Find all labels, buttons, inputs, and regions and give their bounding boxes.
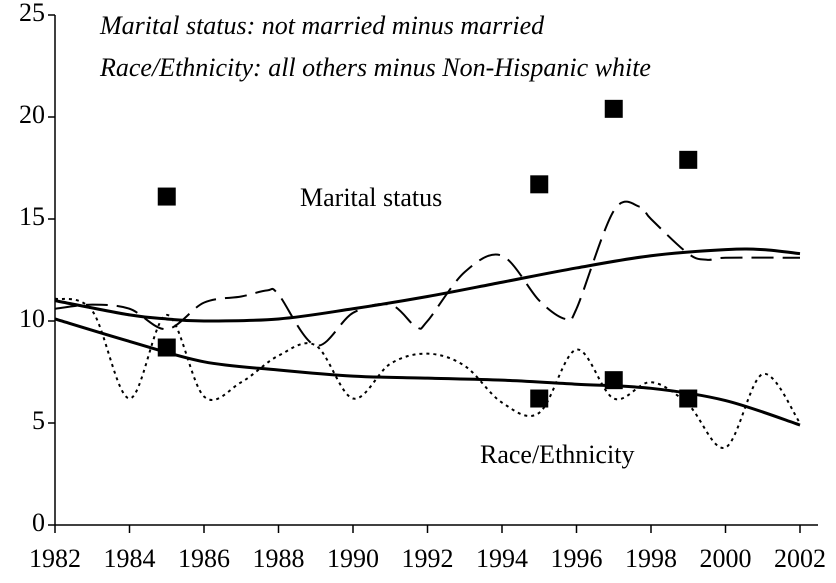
x-tick-label: 1996 xyxy=(551,544,603,573)
annotation: Marital status: not married minus marrie… xyxy=(99,11,545,40)
point xyxy=(530,389,549,408)
x-tick-label: 1990 xyxy=(327,544,379,573)
point xyxy=(530,175,549,194)
x-tick-label: 1998 xyxy=(625,544,677,573)
point xyxy=(679,389,698,408)
point xyxy=(157,338,176,357)
point xyxy=(604,371,623,390)
series-label: Race/Ethnicity xyxy=(480,440,635,469)
y-tick-label: 0 xyxy=(32,508,45,537)
x-tick-label: 1982 xyxy=(29,544,81,573)
y-tick-label: 5 xyxy=(32,406,45,435)
trend-line xyxy=(54,317,801,427)
x-tick-label: 2002 xyxy=(774,544,826,573)
annotation: Race/Ethnicity: all others minus Non-His… xyxy=(99,53,651,82)
x-tick-label: 1994 xyxy=(476,544,528,573)
y-tick-label: 15 xyxy=(19,202,45,231)
y-tick-label: 25 xyxy=(19,0,45,27)
point xyxy=(604,99,623,118)
x-tick-label: 2000 xyxy=(700,544,752,573)
x-tick-label: 1992 xyxy=(402,544,454,573)
x-tick-label: 1986 xyxy=(178,544,230,573)
point xyxy=(679,150,698,169)
series-label: Marital status xyxy=(300,183,442,212)
y-tick-label: 20 xyxy=(19,100,45,129)
y-tick-label: 10 xyxy=(19,304,45,333)
point xyxy=(157,187,176,206)
x-tick-label: 1984 xyxy=(104,544,156,573)
x-tick-label: 1988 xyxy=(253,544,305,573)
trend-line xyxy=(54,247,801,323)
fluctuating-line xyxy=(54,200,801,347)
